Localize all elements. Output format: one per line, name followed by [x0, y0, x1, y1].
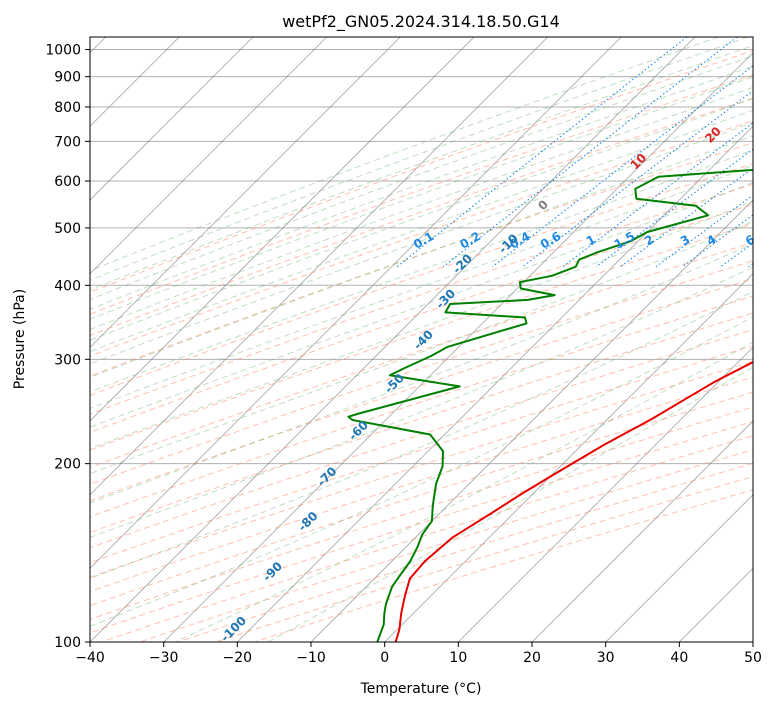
isotherm-line	[90, 37, 254, 201]
mixing-ratio-label: 6	[743, 232, 757, 248]
y-tick-label: 200	[54, 457, 81, 473]
y-tick-label: 1000	[45, 43, 81, 59]
moist-adiabat-line	[90, 164, 753, 409]
y-axis-label: Pressure (hPa)	[12, 289, 28, 389]
isotherm-line	[90, 37, 475, 422]
isotherm-line	[90, 37, 401, 348]
mixing-ratio-line	[595, 148, 753, 268]
isotherm-line	[384, 273, 753, 642]
x-tick-label: 40	[670, 650, 688, 666]
moist-adiabat-line	[90, 44, 753, 291]
series-lines	[347, 168, 753, 642]
mixing-ratio-line	[396, 37, 688, 268]
mixing-ratio-line	[522, 90, 753, 268]
plot-frame	[89, 36, 754, 643]
y-tick-label: 600	[54, 174, 81, 190]
mixing-ratio-line	[492, 65, 753, 268]
isotherm-line	[237, 125, 753, 642]
dry-adiabat-line	[90, 74, 753, 315]
moist-adiabat-line	[90, 76, 753, 320]
dry-adiabat-line	[90, 183, 753, 415]
moist-adiabat-line	[90, 242, 753, 504]
moist-adiabat-line	[90, 181, 753, 428]
y-tick-label: 900	[54, 70, 81, 86]
x-tick-label: −20	[223, 650, 253, 666]
x-axis: −40 −30 −20 −10 0 10 20 30 40 50	[75, 642, 762, 666]
dry-adiabat-line	[90, 278, 753, 502]
x-tick-label: −40	[75, 650, 105, 666]
moist-adiabat-line	[90, 291, 753, 579]
isotherm-line	[605, 494, 753, 642]
x-tick-label: 30	[597, 650, 615, 666]
dry-adiabat-line	[90, 329, 753, 549]
isotherm-line	[90, 37, 696, 642]
x-tick-label: 50	[744, 650, 762, 666]
background-lines	[90, 37, 753, 642]
y-tick-label: 100	[54, 635, 81, 651]
moist-adiabat-line	[90, 200, 753, 450]
dry-adiabat-line	[90, 223, 753, 451]
moist-adiabat-line	[90, 266, 753, 539]
isotherm-line	[90, 37, 327, 275]
y-tick-label: 300	[54, 352, 81, 368]
dry-adiabat-line	[90, 391, 753, 607]
isotherm-line	[310, 199, 753, 642]
x-axis-label: Temperature (°C)	[360, 681, 482, 697]
moist-adiabat-line	[90, 37, 719, 272]
y-axis: 100 200 300 400 500 600 700 800 900 1000	[45, 43, 90, 651]
isotherm-line	[163, 52, 753, 642]
moist-adiabat-line	[90, 109, 753, 353]
moist-adiabat-line	[267, 366, 753, 642]
y-tick-label: 700	[54, 134, 81, 150]
moist-adiabat-line	[90, 55, 753, 301]
dry-adiabat-line	[90, 312, 753, 533]
isotherm-line	[458, 346, 753, 642]
chart-title: wetPf2_GN05.2024.314.18.50.G14	[282, 12, 560, 32]
y-tick-label: 800	[54, 100, 81, 116]
x-tick-label: 0	[380, 650, 389, 666]
isotherm-line	[90, 37, 548, 496]
dry-adiabat-line	[90, 120, 753, 357]
x-tick-label: −10	[296, 650, 326, 666]
dry-adiabat-line	[90, 163, 753, 396]
moist-adiabat-line	[90, 65, 753, 310]
dry-adiabat-line	[90, 361, 753, 578]
isotherm-line	[531, 420, 753, 642]
x-tick-label: 20	[523, 650, 541, 666]
dry-adiabat-line	[90, 260, 753, 485]
dewpoint-profile-line	[347, 168, 753, 642]
moist-adiabat-line	[90, 98, 753, 341]
moist-adiabat-line	[90, 86, 753, 331]
x-tick-label: −30	[149, 650, 179, 666]
x-tick-label: 10	[449, 650, 467, 666]
temperature-profile-line	[394, 360, 753, 642]
isotherm-line	[90, 37, 622, 569]
dry-adiabat-line	[90, 97, 753, 337]
dry-adiabat-line	[90, 50, 753, 293]
y-tick-label: 400	[54, 278, 81, 294]
dry-adiabat-line	[90, 142, 753, 377]
y-tick-label: 500	[54, 221, 81, 237]
